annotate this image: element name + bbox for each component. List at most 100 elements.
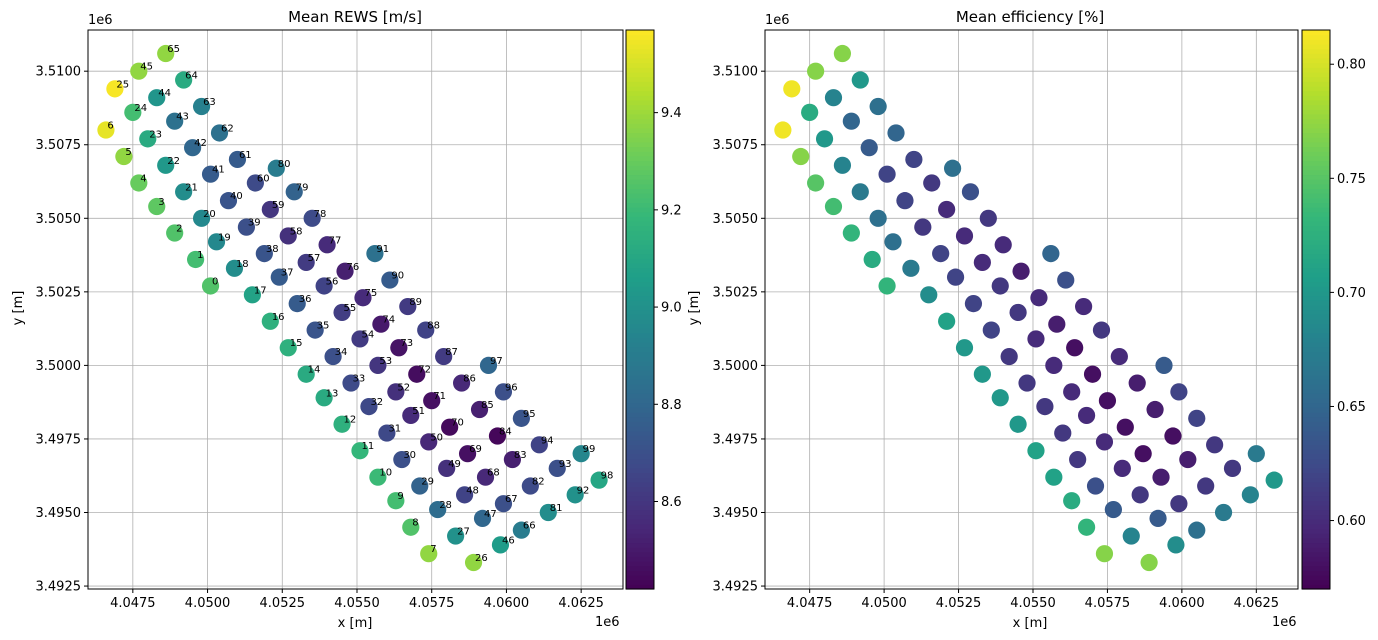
turbine-id-label: 0 bbox=[212, 276, 218, 287]
rews-turbine-point-54 bbox=[351, 330, 369, 348]
efficiency-colorbar-segment bbox=[1302, 85, 1330, 92]
rews-colorbar-segment bbox=[626, 43, 654, 50]
turbine-id-label: 87 bbox=[445, 347, 458, 358]
turbine-id-label: 66 bbox=[523, 521, 536, 532]
rews-turbine-point-53 bbox=[369, 356, 387, 374]
rews-colorbar-segment bbox=[626, 244, 654, 250]
efficiency-turbine-point-94 bbox=[1206, 436, 1224, 454]
turbine-id-label: 38 bbox=[266, 244, 279, 255]
efficiency-colorbar-segment bbox=[1302, 547, 1330, 553]
efficiency-colorbar-segment bbox=[1302, 575, 1330, 581]
turbine-id-label: 31 bbox=[388, 424, 401, 435]
efficiency-colorbar-segment bbox=[1302, 565, 1330, 571]
efficiency-turbine-point-49 bbox=[1113, 459, 1131, 477]
efficiency-x-tick-label: 4.0500 bbox=[861, 596, 907, 611]
efficiency-colorbar-tick-label: 0.80 bbox=[1337, 58, 1366, 73]
rews-turbine-point-11 bbox=[351, 442, 369, 460]
turbine-id-label: 29 bbox=[421, 477, 434, 488]
efficiency-colorbar-segment bbox=[1302, 95, 1330, 101]
efficiency-colorbar-segment bbox=[1302, 411, 1330, 418]
rews-y-tick-label: 3.4925 bbox=[36, 580, 82, 595]
rews-colorbar-segment bbox=[626, 123, 654, 129]
rews-turbine-point-80 bbox=[267, 159, 285, 177]
efficiency-colorbar-segment bbox=[1302, 244, 1330, 250]
efficiency-turbine-point-3 bbox=[824, 197, 843, 216]
efficiency-turbine-point-73 bbox=[1066, 339, 1084, 357]
efficiency-y-tick-label: 3.4925 bbox=[713, 580, 759, 595]
turbine-id-label: 93 bbox=[559, 459, 572, 470]
rews-turbine-point-35 bbox=[306, 321, 324, 339]
efficiency-colorbar-segment bbox=[1302, 360, 1330, 366]
efficiency-colorbar-segment bbox=[1302, 127, 1330, 134]
rews-turbine-point-98 bbox=[590, 471, 608, 489]
rews-colorbar-segment bbox=[626, 384, 654, 390]
rews-turbine-point-79 bbox=[285, 183, 303, 201]
rews-turbine-point-29 bbox=[411, 477, 429, 495]
rews-turbine-point-43 bbox=[166, 112, 184, 130]
rews-colorbar-segment bbox=[626, 95, 654, 101]
turbine-id-label: 71 bbox=[433, 391, 446, 402]
rews-turbine-point-17 bbox=[243, 286, 261, 304]
efficiency-turbine-point-56 bbox=[991, 277, 1009, 295]
efficiency-colorbar-segment bbox=[1302, 207, 1330, 213]
rews-colorbar-segment bbox=[626, 500, 654, 506]
rews-turbine-point-93 bbox=[548, 459, 566, 477]
rews-colorbar-segment bbox=[626, 467, 654, 474]
turbine-id-label: 85 bbox=[481, 400, 494, 411]
rews-turbine-point-87 bbox=[435, 347, 453, 366]
rews-colorbar-segment bbox=[626, 169, 654, 176]
efficiency-turbine-point-79 bbox=[961, 183, 980, 201]
rews-x-axis-label: x [m] bbox=[338, 616, 373, 631]
rews-turbine-point-10 bbox=[369, 468, 387, 486]
rews-colorbar-segment bbox=[626, 90, 654, 96]
efficiency-colorbar-segment bbox=[1302, 169, 1330, 176]
efficiency-turbine-point-95 bbox=[1188, 409, 1206, 427]
rews-y-axis-label: y [m] bbox=[11, 291, 26, 326]
efficiency-turbine-point-45 bbox=[807, 62, 825, 80]
efficiency-colorbar-segment bbox=[1302, 30, 1330, 36]
efficiency-turbine-point-42 bbox=[860, 139, 878, 157]
turbine-id-label: 11 bbox=[361, 441, 374, 452]
rews-turbine-point-32 bbox=[360, 397, 378, 416]
turbine-id-label: 48 bbox=[466, 485, 479, 496]
turbine-id-label: 18 bbox=[236, 259, 249, 270]
efficiency-colorbar-segment bbox=[1302, 346, 1330, 353]
turbine-id-label: 50 bbox=[430, 432, 443, 443]
turbine-id-label: 99 bbox=[583, 444, 596, 455]
rews-colorbar-segment bbox=[626, 276, 654, 283]
efficiency-turbine-point-59 bbox=[938, 200, 956, 219]
turbine-id-label: 90 bbox=[391, 271, 404, 282]
rews-turbine-point-78 bbox=[303, 209, 321, 227]
rews-colorbar-segment bbox=[626, 523, 654, 530]
rews-x-tick-label: 4.0625 bbox=[558, 596, 604, 611]
efficiency-turbine-point-90 bbox=[1057, 271, 1075, 289]
turbine-id-label: 63 bbox=[203, 97, 216, 108]
efficiency-turbine-point-41 bbox=[878, 165, 896, 183]
rews-colorbar-segment bbox=[626, 565, 654, 571]
turbine-id-label: 59 bbox=[272, 200, 285, 211]
efficiency-colorbar-segment bbox=[1302, 342, 1330, 348]
turbine-id-label: 53 bbox=[379, 356, 392, 367]
turbine-id-label: 55 bbox=[344, 303, 357, 314]
efficiency-turbine-point-40 bbox=[896, 192, 914, 210]
rews-colorbar-segment bbox=[626, 30, 654, 36]
rews-turbine-point-61 bbox=[228, 150, 247, 169]
efficiency-x-tick-label: 4.0575 bbox=[1085, 596, 1131, 611]
efficiency-colorbar-segment bbox=[1302, 556, 1330, 562]
rews-turbine-point-66 bbox=[512, 521, 530, 539]
rews-turbine-point-85 bbox=[470, 400, 489, 419]
rews-colorbar-segment bbox=[626, 57, 654, 64]
efficiency-colorbar-segment bbox=[1302, 67, 1330, 73]
rews-colorbar-segment bbox=[626, 356, 654, 362]
turbine-id-label: 8 bbox=[412, 518, 418, 529]
rews-colorbar-tick-label: 9.2 bbox=[661, 203, 682, 218]
efficiency-colorbar-segment bbox=[1302, 160, 1330, 166]
rews-colorbar-segment bbox=[626, 421, 654, 427]
turbine-id-label: 73 bbox=[400, 338, 413, 349]
rews-colorbar-segment bbox=[626, 514, 654, 520]
efficiency-turbine-point-77 bbox=[994, 236, 1012, 254]
efficiency-turbine-point-6 bbox=[774, 121, 792, 139]
efficiency-turbine-point-61 bbox=[905, 150, 923, 169]
rews-y-tick-label: 3.5100 bbox=[36, 65, 82, 80]
rews-turbine-point-59 bbox=[261, 200, 279, 219]
